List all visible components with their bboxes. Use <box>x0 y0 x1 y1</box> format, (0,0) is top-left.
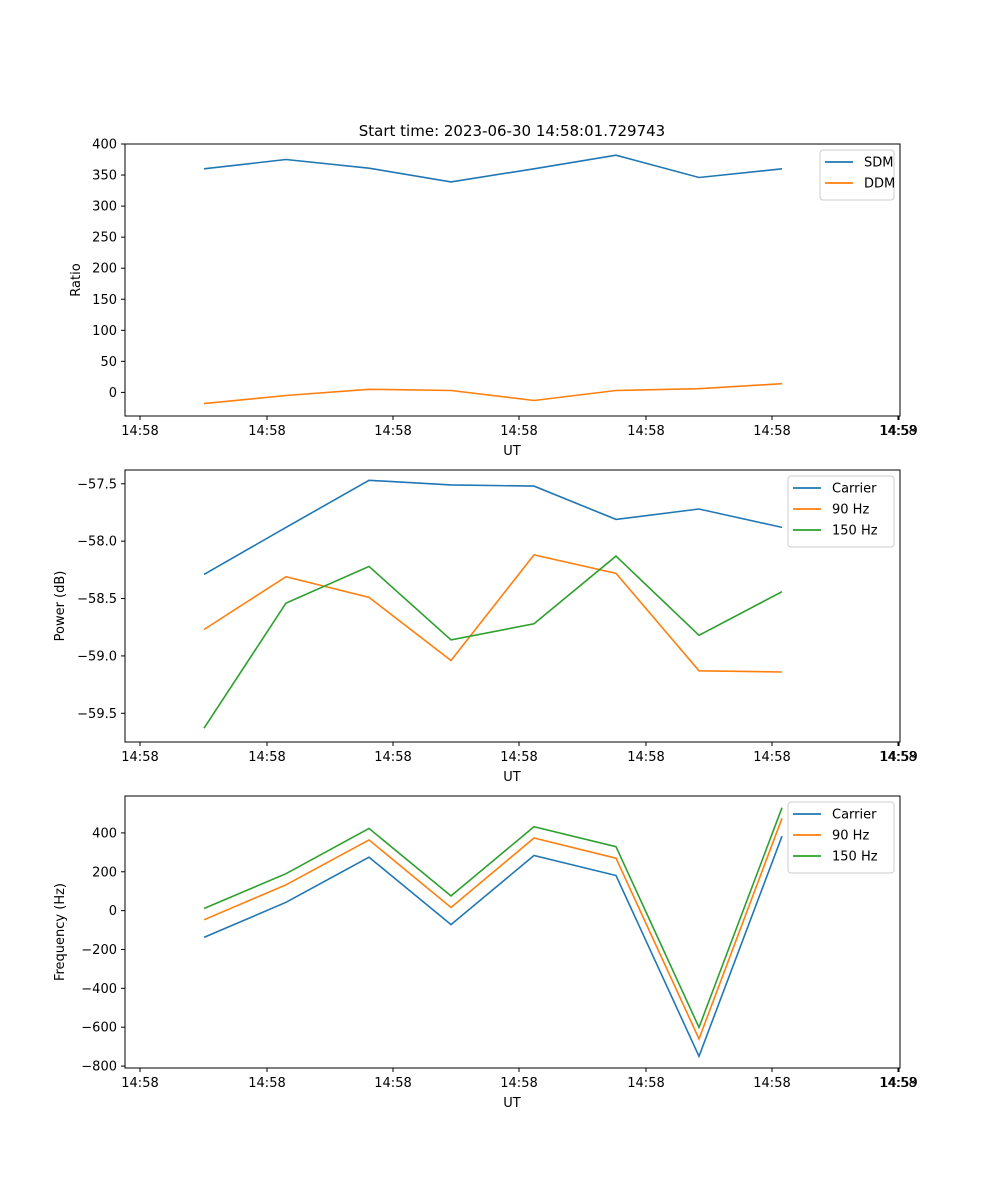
figure-title: Start time: 2023-06-30 14:58:01.729743 <box>359 122 665 140</box>
legend-label: 150 Hz <box>832 524 878 539</box>
x-tick-label: 14:58 <box>500 1076 537 1091</box>
y-tick-label: 300 <box>92 200 117 215</box>
x-tick-label: 14:58 <box>121 750 158 765</box>
axes-frame <box>124 469 901 743</box>
x-tick-label: 14:58 <box>500 750 537 765</box>
chart-panel-2: −59.5 −59.0 −58.5 −58.0 −57.5 14:58 14:58 14:58… <box>53 469 918 785</box>
legend-label: DDM <box>864 177 895 192</box>
x-tick-label: 14:58 <box>248 1076 285 1091</box>
series-line-150-hz <box>203 555 783 729</box>
x-tick-label: 14:58 <box>753 750 790 765</box>
x-tick-label: 14:58 <box>374 1076 411 1091</box>
x-tick-label: 14:58 <box>879 424 916 439</box>
x-tick-label: 14:58 <box>879 750 916 765</box>
legend: Carrier 90 Hz 150 Hz <box>787 475 895 548</box>
x-tick-label: 14:58 <box>627 424 664 439</box>
y-tick-label: −58.0 <box>77 535 117 550</box>
y-tick-label: −600 <box>81 1021 117 1036</box>
x-tick-label: 14:58 <box>753 424 790 439</box>
y-tick-label: −400 <box>81 982 117 997</box>
legend: SDM DDM <box>819 149 895 201</box>
y-tick-label: 200 <box>92 865 117 880</box>
series-line-carrier <box>203 479 783 576</box>
y-axis-label: Power (dB) <box>53 571 68 642</box>
y-tick-label: −800 <box>81 1060 117 1075</box>
y-tick-label: −59.5 <box>77 707 117 722</box>
y-tick-label: 400 <box>92 138 117 153</box>
legend: Carrier 90 Hz 150 Hz <box>787 801 895 874</box>
x-tick-label: 14:58 <box>627 1076 664 1091</box>
y-tick-label: −57.5 <box>77 477 117 492</box>
y-tick-label: 200 <box>92 262 117 277</box>
y-tick-label: 150 <box>92 293 117 308</box>
y-tick-label: 400 <box>92 826 117 841</box>
x-tick-label: 14:58 <box>248 424 285 439</box>
x-tick-label: 14:58 <box>879 1076 916 1091</box>
x-tick-label: 14:58 <box>374 750 411 765</box>
legend-label: 90 Hz <box>832 829 869 844</box>
legend-label: Carrier <box>832 482 877 497</box>
x-tick-label: 14:58 <box>753 1076 790 1091</box>
axes-frame <box>124 143 901 417</box>
x-tick-label: 14:59 <box>880 424 917 439</box>
x-tick-label: 14:58 <box>500 424 537 439</box>
x-axis-label: UT <box>503 444 521 459</box>
legend-label: 90 Hz <box>832 503 869 518</box>
y-tick-label: 0 <box>109 904 117 919</box>
axes-frame <box>124 795 901 1069</box>
x-tick-label: 14:58 <box>121 1076 158 1091</box>
y-axis-label: Frequency (Hz) <box>53 883 68 981</box>
series-line-90-hz <box>203 554 783 673</box>
legend-label: Carrier <box>832 808 877 823</box>
y-tick-label: −59.0 <box>77 649 117 664</box>
x-tick-label: 14:59 <box>880 1076 917 1091</box>
y-tick-label: −58.5 <box>77 592 117 607</box>
x-tick-label: 14:58 <box>121 424 158 439</box>
x-axis-label: UT <box>503 1096 521 1111</box>
y-tick-label: 100 <box>92 324 117 339</box>
y-tick-label: −200 <box>81 943 117 958</box>
x-tick-label: 14:58 <box>374 424 411 439</box>
series-line-carrier <box>203 835 783 1059</box>
y-tick-label: 50 <box>100 355 117 370</box>
y-tick-label: 250 <box>92 231 117 246</box>
x-tick-label: 14:58 <box>248 750 285 765</box>
x-tick-label: 14:59 <box>880 750 917 765</box>
legend-label: SDM <box>864 156 893 171</box>
series-line-sdm <box>203 154 783 183</box>
series-line-90-hz <box>203 818 783 1041</box>
y-axis-label: Ratio <box>69 263 84 296</box>
series-line-150-hz <box>203 807 783 1030</box>
x-tick-label: 14:58 <box>627 750 664 765</box>
legend-label: 150 Hz <box>832 850 878 865</box>
y-tick-label: 350 <box>92 169 117 184</box>
x-axis-label: UT <box>503 770 521 785</box>
series-line-ddm <box>203 382 783 405</box>
y-tick-label: 0 <box>109 386 117 401</box>
